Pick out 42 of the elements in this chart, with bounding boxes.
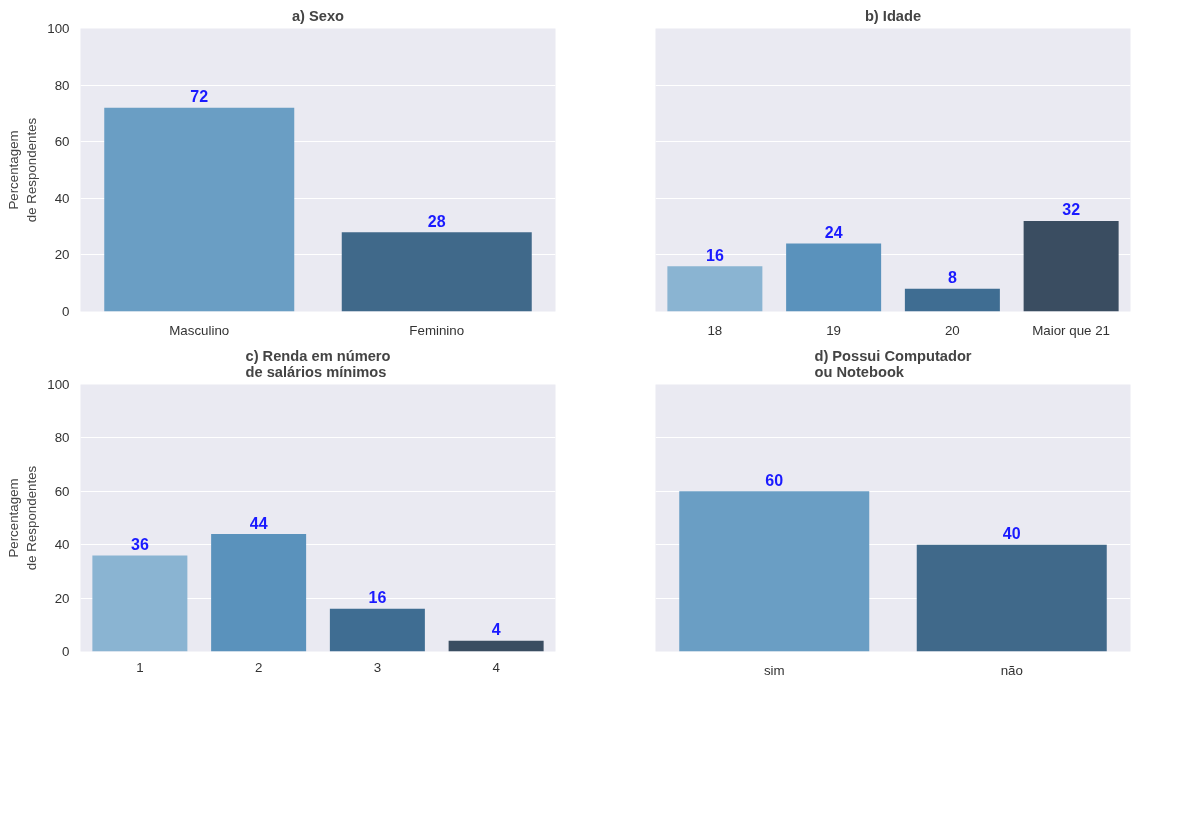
x-tick-label: Masculino <box>169 322 230 338</box>
x-tick-label: 2 <box>254 659 263 675</box>
x-tick-label: 4 <box>492 659 501 675</box>
x-tick-label: 20 <box>944 322 960 338</box>
chart-title: c) Renda em número de salários mínimos <box>245 347 391 380</box>
y-tick-label: 40 <box>54 537 70 553</box>
data-label: 44 <box>249 514 268 532</box>
data-label: 24 <box>824 223 843 241</box>
x-tick-label: 3 <box>373 659 382 675</box>
chart-title: d) Possui Computador ou Notebook <box>814 347 972 380</box>
y-tick-label: 100 <box>47 21 70 36</box>
y-tick-label: 0 <box>62 644 70 659</box>
x-tick-label: Maior que 21 <box>1032 322 1111 338</box>
y-tick-label: 20 <box>54 590 70 606</box>
y-tick-label: 0 <box>62 304 70 319</box>
x-tick-label: 18 <box>707 322 723 338</box>
data-label: 8 <box>947 269 957 287</box>
data-label: 32 <box>1062 201 1081 219</box>
data-label: 28 <box>427 212 446 230</box>
y-tick-label: 100 <box>47 377 70 392</box>
data-label: 16 <box>705 246 724 264</box>
y-axis-title: Percentagem de Respondentes <box>6 117 40 223</box>
y-tick-label: 20 <box>54 247 70 263</box>
x-tick-label: Feminino <box>409 322 465 338</box>
data-label: 60 <box>765 471 784 489</box>
y-tick-label: 80 <box>54 77 70 93</box>
data-label: 4 <box>491 621 501 639</box>
x-tick-label: sim <box>763 662 785 678</box>
data-label: 16 <box>368 589 387 607</box>
x-tick-label: 19 <box>826 322 842 338</box>
y-axis-title: Percentagem de Respondentes <box>6 465 40 571</box>
x-tick-label: 1 <box>136 659 144 675</box>
x-tick-label: não <box>1000 662 1023 678</box>
y-tick-label: 80 <box>54 430 70 446</box>
y-tick-label: 40 <box>54 190 70 206</box>
chart-title: a) Sexo <box>291 7 345 24</box>
data-label: 72 <box>190 88 209 106</box>
y-tick-label: 60 <box>54 483 70 499</box>
y-tick-label: 60 <box>54 134 70 150</box>
data-label: 40 <box>1002 525 1021 543</box>
chart-title: b) Idade <box>864 7 922 24</box>
data-label: 36 <box>130 536 149 554</box>
